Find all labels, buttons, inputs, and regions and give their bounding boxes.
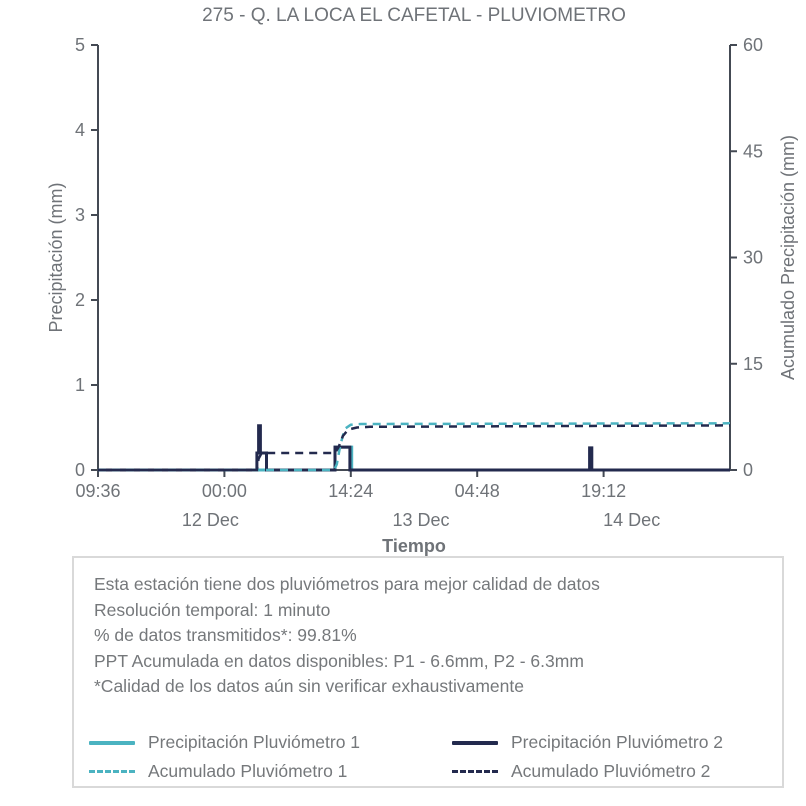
legend-item-acum-p1[interactable]: Acumulado Pluviómetro 1: [89, 761, 347, 782]
legend-swatch-dashed-navy: [452, 770, 498, 773]
y-right-tick-label: 0: [743, 460, 753, 480]
y-right-tick-label: 45: [743, 141, 763, 161]
series-precipitaci-n-pluvi-metro-2: [98, 424, 730, 472]
series-precipitaci-n-pluvi-metro-1: [98, 445, 730, 472]
info-line-quality-note: *Calidad de los datos aún sin verificar …: [94, 676, 524, 696]
x-tick-label: 00:00: [202, 481, 247, 501]
station-info-text: Esta estación tiene dos pluviómetros par…: [94, 572, 770, 700]
info-line-resolution: Resolución temporal: 1 minuto: [94, 599, 331, 620]
legend-swatch-solid-navy: [452, 740, 498, 745]
x-date-label: 14 Dec: [603, 510, 660, 530]
legend-label: Acumulado Pluviómetro 2: [511, 761, 711, 781]
x-tick-label: 04:48: [455, 481, 500, 501]
y-right-tick-label: 30: [743, 248, 763, 268]
info-line-accumulated: PPT Acumulada en datos disponibles: P1 -…: [94, 650, 584, 671]
y-left-tick-label: 4: [75, 120, 85, 140]
chart-title: 275 - Q. LA LOCA EL CAFETAL - PLUVIOMETR…: [202, 5, 626, 26]
legend-row-2: Acumulado Pluviómetro 1 Acumulado Pluvió…: [74, 761, 786, 783]
x-date-label: 13 Dec: [392, 510, 449, 530]
y-left-tick-label: 3: [75, 205, 85, 225]
legend-label: Precipitación Pluviómetro 1: [148, 732, 361, 752]
y-right-tick-label: 60: [743, 35, 763, 55]
x-tick-label: 19:12: [581, 481, 626, 501]
legend-label: Acumulado Pluviómetro 1: [148, 761, 348, 781]
legend-swatch-solid-teal: [89, 740, 135, 745]
legend-item-acum-p2[interactable]: Acumulado Pluviómetro 2: [452, 761, 710, 782]
legend-item-precip-p1[interactable]: Precipitación Pluviómetro 1: [89, 732, 360, 753]
y-left-tick-label: 5: [75, 35, 85, 55]
station-info-box: Esta estación tiene dos pluviómetros par…: [72, 556, 784, 788]
x-tick-label: 14:24: [328, 481, 373, 501]
legend-label: Precipitación Pluviómetro 2: [511, 732, 724, 752]
info-line-transmitted: % de datos transmitidos*: 99.81%: [94, 625, 357, 645]
x-date-label: 12 Dec: [182, 510, 239, 530]
info-line-dual-gauges: Esta estación tiene dos pluviómetros par…: [94, 574, 600, 594]
precipitation-chart: 275 - Q. LA LOCA EL CAFETAL - PLUVIOMETR…: [46, 5, 798, 556]
y-axis-right-title: Acumulado Precipitación (mm): [778, 135, 798, 380]
y-axis-left-title: Precipitación (mm): [46, 182, 66, 332]
legend-swatch-dashed-teal: [89, 770, 135, 773]
y-left-tick-label: 0: [75, 460, 85, 480]
series-acumulado-pluvi-metro-2: [98, 424, 731, 472]
legend-item-precip-p2[interactable]: Precipitación Pluviómetro 2: [452, 732, 723, 753]
legend-row-1: Precipitación Pluviómetro 1 Precipitació…: [74, 732, 786, 754]
x-axis-title: Tiempo: [382, 536, 446, 556]
y-left-tick-label: 1: [75, 375, 85, 395]
x-tick-label: 09:36: [75, 481, 120, 501]
y-right-tick-label: 15: [743, 354, 763, 374]
series-acumulado-pluvi-metro-1: [98, 422, 731, 472]
y-left-tick-label: 2: [75, 290, 85, 310]
